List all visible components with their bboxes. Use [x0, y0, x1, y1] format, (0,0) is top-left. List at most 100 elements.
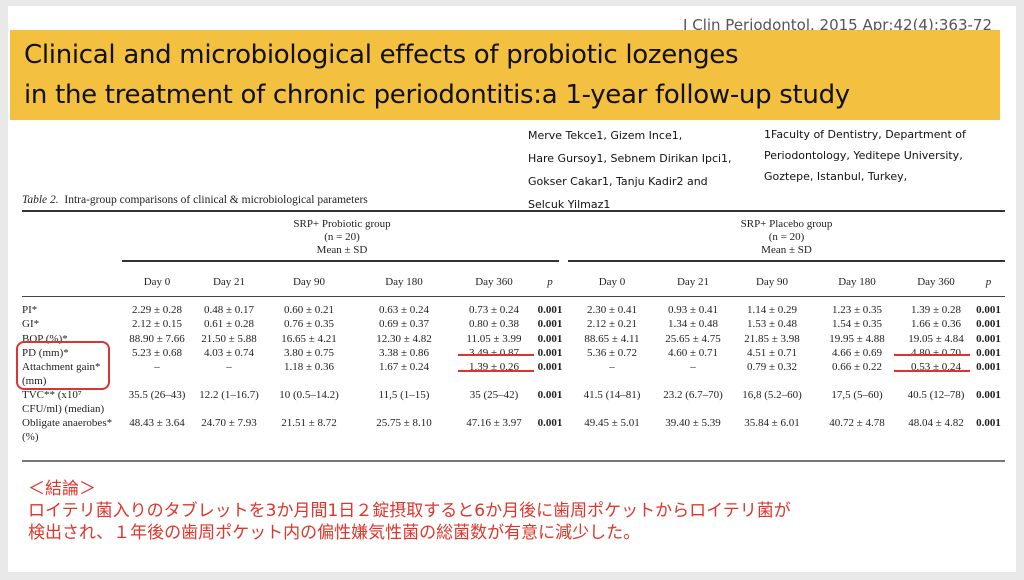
value-cell: 0.53 ± 0.24 — [910, 361, 962, 374]
group-header-placebo: SRP+ Placebo group (n = 20) Mean ± SD — [568, 218, 1005, 257]
row-label: GI* — [22, 318, 40, 331]
journal-citation: J Clin Periodontol. 2015 Apr;42(4):363-7… — [683, 16, 992, 34]
highlight-underline — [458, 370, 534, 372]
value-cell: 19.95 ± 4.88 — [829, 332, 885, 345]
value-cell: 0.79 ± 0.32 — [746, 361, 798, 374]
table-caption-text: Intra-group comparisons of clinical & mi… — [64, 194, 368, 206]
column-header-day: Day 90 — [730, 268, 814, 297]
p-value-cell: 0.001 — [537, 318, 563, 331]
value-cell: 0.69 ± 0.37 — [378, 318, 430, 331]
value-cell: 2.29 ± 0.28 — [131, 304, 183, 316]
value-cell: 25.65 ± 4.75 — [665, 332, 721, 345]
value-cell: 1.39 ± 0.26 — [468, 361, 520, 374]
p-value-cell: 0.001 — [537, 332, 563, 345]
value-cell: – — [154, 361, 160, 374]
value-cell: 0.61 ± 0.28 — [203, 318, 255, 331]
author-list: Merve Tekce1, Gizem Ince1, Hare Gursoy1,… — [528, 124, 732, 216]
value-cell: 17,5 (5–60) — [831, 389, 883, 402]
author-line: Hare Gursoy1, Sebnem Dirikan Ipci1, — [528, 152, 732, 165]
p-value-cell: 0.001 — [976, 332, 1001, 345]
table-row: PI* 2.29 ± 0.28 0.48 ± 0.17 0.60 ± 0.21 0.63… — [22, 297, 1005, 318]
row-label: TVC** (x10⁷ CFU/ml) (median) — [22, 389, 105, 416]
value-cell: 25.75 ± 8.10 — [376, 417, 432, 430]
value-cell: 48.04 ± 4.82 — [908, 417, 964, 430]
author-line: Selcuk Yilmaz1 — [528, 198, 611, 211]
value-cell: 16,8 (5.2–60) — [742, 389, 802, 402]
affiliation: 1Faculty of Dentistry, Department of Per… — [764, 124, 1004, 187]
value-cell: 40.5 (12–78) — [907, 389, 965, 402]
title-banner: Clinical and microbiological effects of … — [10, 30, 1000, 120]
value-cell: 0.80 ± 0.38 — [468, 318, 520, 331]
column-header-day: Day 90 — [266, 268, 352, 297]
column-header-day: Day 180 — [352, 268, 456, 297]
group-rule-placebo — [568, 260, 1005, 262]
column-header-day: Day 0 — [568, 268, 656, 297]
value-cell: 35.84 ± 6.01 — [744, 417, 800, 430]
group-name: SRP+ Probiotic group — [293, 218, 391, 230]
value-cell: 21.51 ± 8.72 — [281, 417, 337, 430]
table-row: Obligate anaerobes* (%) 48.43 ± 3.64 24.70… — [22, 416, 1005, 444]
value-cell: 19.05 ± 4.84 — [908, 332, 964, 345]
value-cell: 0.93 ± 0.41 — [667, 304, 719, 316]
table-row: GI* 2.12 ± 0.15 0.61 ± 0.28 0.76 ± 0.35 0.69… — [22, 317, 1005, 331]
group-n: (n = 20) — [324, 231, 360, 243]
value-cell: 0.48 ± 0.17 — [203, 304, 255, 316]
group-n: (n = 20) — [768, 231, 805, 243]
column-header-day: Day 0 — [122, 268, 192, 297]
column-header-day: Day 180 — [814, 268, 900, 297]
value-cell: 49.45 ± 5.01 — [584, 417, 640, 430]
citation-detail: . 2015 Apr;42(4):363-72 — [810, 16, 992, 34]
column-header-day: Day 21 — [192, 268, 266, 297]
row-label: PI* — [22, 304, 38, 316]
empty-header — [22, 268, 122, 297]
value-cell: 11,5 (1–15) — [378, 389, 430, 402]
table-row: TVC** (x10⁷ CFU/ml) (median) 35.5 (26–43)… — [22, 388, 1005, 416]
value-cell: 47.16 ± 3.97 — [466, 417, 522, 430]
title-line-1: Clinical and microbiological effects of … — [24, 40, 739, 70]
group-stat: Mean ± SD — [761, 244, 812, 256]
value-cell: 3.80 ± 0.75 — [283, 346, 335, 359]
column-header-day: Day 360 — [456, 268, 532, 297]
value-cell: 4.60 ± 0.71 — [667, 346, 719, 359]
value-cell: 1.54 ± 0.35 — [831, 318, 883, 331]
journal-name: J Clin Periodontol — [683, 16, 810, 34]
p-value-cell: 0.001 — [976, 304, 1001, 316]
value-cell: 23.2 (6.7–70) — [663, 389, 723, 402]
highlight-underline — [894, 370, 970, 372]
value-cell: 21.50 ± 5.88 — [201, 332, 257, 345]
p-value-cell: 0.001 — [976, 417, 1001, 430]
highlight-box — [16, 341, 110, 390]
table-row: BOP (%)* 88.90 ± 7.66 21.50 ± 5.88 16.65 ± … — [22, 332, 1005, 346]
value-cell: 1.53 ± 0.48 — [746, 318, 798, 331]
value-cell: 16.65 ± 4.21 — [281, 332, 337, 345]
value-cell: 2.12 ± 0.21 — [586, 318, 638, 331]
affiliation-line: 1Faculty of Dentistry, Department of — [764, 128, 966, 141]
value-cell: 5.23 ± 0.68 — [131, 346, 183, 359]
value-cell: 5.36 ± 0.72 — [586, 346, 638, 359]
value-cell: – — [690, 361, 696, 374]
row-label: Attachment gain* (mm) — [22, 361, 101, 388]
value-cell: 35.5 (26–43) — [128, 389, 186, 402]
value-cell: 4.51 ± 0.71 — [746, 346, 798, 359]
value-cell: 1.34 ± 0.48 — [667, 318, 719, 331]
value-cell: 10 (0.5–14.2) — [279, 389, 339, 402]
p-value-cell: 0.001 — [537, 346, 563, 359]
value-cell: 4.03 ± 0.74 — [203, 346, 255, 359]
row-label: Obligate anaerobes* (%) — [22, 417, 113, 444]
value-cell: 88.65 ± 4.11 — [584, 332, 640, 345]
value-cell: 1.14 ± 0.29 — [746, 304, 798, 316]
p-value-cell: 0.001 — [976, 361, 1001, 374]
p-value-cell: 0.001 — [976, 389, 1001, 402]
value-cell: 1.18 ± 0.36 — [283, 361, 335, 374]
value-cell: 48.43 ± 3.64 — [129, 417, 185, 430]
p-value-cell: 0.001 — [976, 346, 1001, 359]
value-cell: – — [226, 361, 232, 374]
table-top-rule — [22, 210, 1005, 212]
group-header-probiotic: SRP+ Probiotic group (n = 20) Mean ± SD — [122, 218, 562, 257]
column-header-day: Day 21 — [656, 268, 730, 297]
column-header-day: Day 360 — [900, 268, 972, 297]
value-cell: 0.73 ± 0.24 — [468, 304, 520, 316]
value-cell: 1.23 ± 0.35 — [831, 304, 883, 316]
p-value-cell: 0.001 — [537, 417, 563, 430]
value-cell: 0.66 ± 0.22 — [831, 361, 883, 374]
